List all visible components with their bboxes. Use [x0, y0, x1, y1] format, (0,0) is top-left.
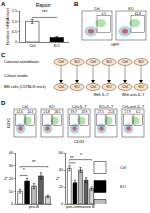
svg-text:Ctrl: Ctrl [29, 43, 35, 48]
svg-text:BM cells (C57BL/6 mice): BM cells (C57BL/6 mice) [4, 85, 47, 89]
svg-text:0.5: 0.5 [102, 12, 107, 16]
svg-text:KO: KO [106, 85, 111, 89]
svg-text:KO: KO [120, 184, 126, 189]
svg-text:40: 40 [9, 150, 14, 155]
svg-text:Ctrl: Ctrl [120, 165, 126, 170]
svg-text:Calvarial osteoblasts: Calvarial osteoblasts [4, 60, 39, 64]
svg-text:27.5: 27.5 [98, 110, 104, 114]
svg-text:With anti-IL-7: With anti-IL-7 [122, 93, 145, 97]
svg-text:KO: KO [49, 105, 55, 109]
svg-text:20: 20 [9, 176, 14, 181]
svg-text:6.2: 6.2 [136, 110, 141, 114]
svg-text:17.9: 17.9 [125, 110, 131, 114]
svg-text:Ctrl: Ctrl [122, 85, 128, 89]
svg-text:pre+immature B: pre+immature B [66, 204, 95, 209]
svg-text:*: * [23, 168, 25, 173]
svg-text:0: 0 [11, 201, 14, 206]
svg-text:0: 0 [15, 39, 18, 44]
svg-text:10.3: 10.3 [27, 110, 33, 114]
svg-text:KO: KO [138, 85, 143, 89]
svg-text:Ctrl: Ctrl [22, 105, 28, 109]
svg-text:24.8: 24.8 [44, 110, 50, 114]
svg-text:*: * [80, 153, 82, 158]
svg-text:KO: KO [106, 60, 111, 64]
svg-text:13.9: 13.9 [81, 110, 87, 114]
svg-text:18.5: 18.5 [54, 110, 60, 114]
svg-text:Ctrl: Ctrl [58, 85, 64, 89]
svg-text:1.5: 1.5 [12, 8, 18, 13]
svg-text:41.6: 41.6 [17, 110, 23, 114]
svg-text:Culture media: Culture media [4, 74, 29, 78]
svg-text:0: 0 [61, 201, 64, 206]
svg-text:Raptor: Raptor [36, 2, 51, 8]
svg-text:Ctrl: Ctrl [90, 85, 96, 89]
svg-text:Ctrl+anti-IL-7: Ctrl+anti-IL-7 [122, 105, 144, 109]
svg-text:40: 40 [59, 167, 64, 172]
svg-text:With IL-7: With IL-7 [93, 93, 108, 97]
svg-text:21.8: 21.8 [108, 110, 114, 114]
svg-text:KO: KO [74, 85, 79, 89]
svg-text:KO: KO [74, 60, 79, 64]
svg-text:KO: KO [128, 7, 134, 11]
svg-text:Ctrl: Ctrl [122, 60, 128, 64]
svg-text:61.8: 61.8 [135, 12, 141, 16]
svg-text:KO+IL-7: KO+IL-7 [99, 105, 113, 109]
svg-text:A: A [1, 1, 6, 7]
svg-text:20: 20 [59, 184, 64, 189]
svg-text:39.7: 39.7 [71, 110, 77, 114]
svg-text:%: % [55, 176, 60, 180]
svg-text:10: 10 [9, 189, 14, 194]
svg-text:D: D [1, 100, 6, 106]
svg-text:B: B [74, 1, 79, 7]
svg-text:GFP: GFP [111, 42, 120, 47]
svg-text:C: C [1, 52, 6, 58]
svg-text:pro-B: pro-B [29, 204, 39, 209]
svg-text:Ctrl: Ctrl [90, 60, 96, 64]
svg-text:KO: KO [54, 43, 60, 48]
svg-text:Ctrl+IL-7: Ctrl+IL-7 [72, 105, 87, 109]
svg-text:KO: KO [138, 60, 143, 64]
svg-text:B220: B220 [6, 118, 11, 128]
svg-text:Ctrl+IL-7: Ctrl+IL-7 [120, 203, 136, 204]
svg-text:0.5: 0.5 [12, 29, 18, 34]
svg-text:30: 30 [9, 163, 14, 168]
svg-text:**: ** [32, 160, 36, 165]
svg-text:Ctrl: Ctrl [94, 7, 100, 11]
svg-text:1.0: 1.0 [12, 19, 18, 24]
svg-text:CD43: CD43 [74, 139, 85, 144]
svg-text:***: *** [42, 10, 48, 15]
svg-text:**: ** [70, 156, 74, 161]
svg-text:Relative mRNA level: Relative mRNA level [5, 8, 10, 45]
svg-text:Ctrl: Ctrl [58, 60, 64, 64]
svg-text:%: % [3, 176, 8, 180]
svg-text:60: 60 [59, 150, 64, 155]
